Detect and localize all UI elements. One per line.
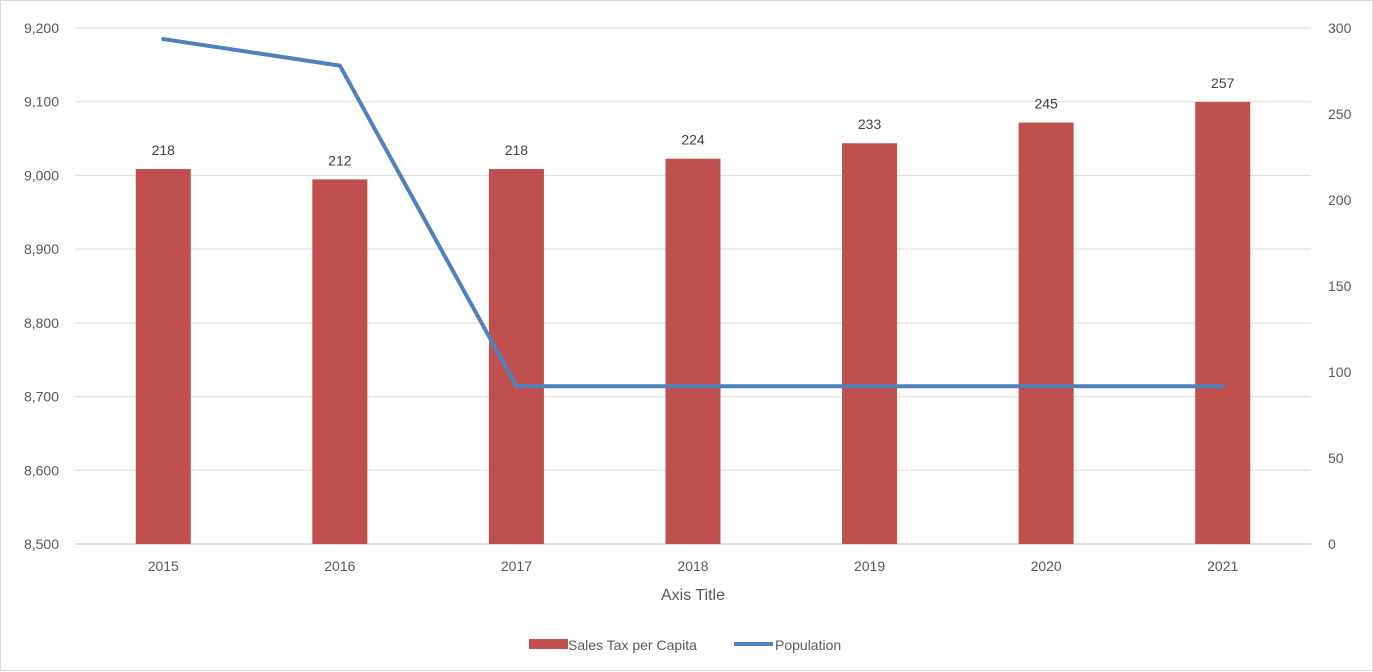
x-tick-label: 2021 [1207,558,1238,574]
y-tick-label: 8,700 [24,389,59,405]
bar [1195,101,1251,545]
x-tick-label: 2017 [501,558,532,574]
bar [665,158,721,544]
data-label: 257 [1211,75,1235,91]
data-label: 218 [152,142,176,158]
legend-swatch-sales-tax-per-capita [529,639,568,649]
bar [135,169,191,545]
y-tick-label: 8,800 [24,315,59,331]
y-tick-label: 9,200 [24,20,59,36]
y2-tick-label: 100 [1328,364,1352,380]
y2-tick-label: 250 [1328,106,1352,122]
bar [1018,122,1074,544]
bar [488,169,544,545]
y2-tick-label: 300 [1328,20,1352,36]
x-tick-label: 2018 [677,558,708,574]
y2-tick-label: 150 [1328,278,1352,294]
data-label: 224 [681,132,705,148]
bar [842,143,898,545]
y2-tick-label: 50 [1328,450,1344,466]
line-series-population [161,37,1225,389]
data-labels: 218 212 218 224 233 245 257 [152,75,1235,168]
bar-series-sales-tax-per-capita [135,101,1251,545]
legend-label-population: Population [775,637,841,653]
data-label: 218 [505,142,529,158]
population-line [161,37,1225,389]
y-tick-label: 9,100 [24,94,59,110]
primary-y-axis: 8,500 8,600 8,700 8,800 8,900 9,000 9,100 9,200 [24,20,59,552]
x-axis: 2015 2016 2017 2018 2019 2020 2021 [148,558,1239,574]
x-tick-label: 2020 [1031,558,1062,574]
data-label: 212 [328,152,352,168]
y2-tick-label: 200 [1328,192,1352,208]
x-tick-label: 2016 [324,558,355,574]
x-axis-title: Axis Title [661,587,725,604]
legend-label-sales-tax-per-capita: Sales Tax per Capita [568,637,697,653]
bar [312,179,368,545]
x-tick-label: 2015 [148,558,179,574]
data-label: 245 [1034,96,1058,112]
secondary-y-axis: 0 50 100 150 200 250 300 [1328,20,1352,552]
data-label: 233 [858,116,882,132]
x-tick-label: 2019 [854,558,885,574]
legend: Sales Tax per Capita Population [529,637,841,653]
y-tick-label: 8,500 [24,536,59,552]
y-tick-label: 8,600 [24,462,59,478]
y2-tick-label: 0 [1328,536,1336,552]
y-tick-label: 8,900 [24,241,59,257]
y-tick-label: 9,000 [24,167,59,183]
